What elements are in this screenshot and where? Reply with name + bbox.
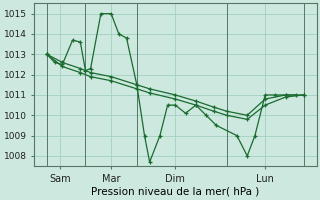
X-axis label: Pression niveau de la mer( hPa ): Pression niveau de la mer( hPa ) bbox=[91, 187, 260, 197]
